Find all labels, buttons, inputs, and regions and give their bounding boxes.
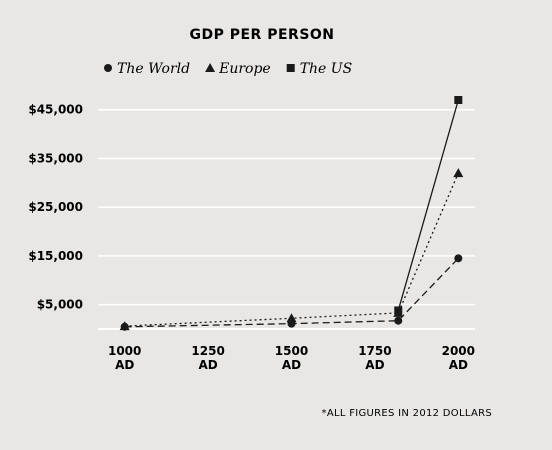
x-tick-label-0: 1000 bbox=[108, 344, 141, 358]
x-tick-label-2: 1500 bbox=[275, 344, 308, 358]
x-tick-label-1-era: AD bbox=[198, 358, 217, 372]
x-tick-label-4: 2000 bbox=[442, 344, 475, 358]
y-tick-label-1: $15,000 bbox=[28, 249, 83, 263]
legend-marker-2 bbox=[286, 64, 295, 72]
series-2-point-0 bbox=[394, 306, 403, 315]
legend-marker-1 bbox=[205, 63, 216, 72]
y-axis: $5,000 $15,000 $25,000 $35,000 $45,000 bbox=[28, 103, 83, 312]
legend: The World Europe The US bbox=[104, 61, 352, 77]
legend-label-1: Europe bbox=[218, 61, 271, 77]
footnote: *ALL FIGURES IN 2012 DOLLARS bbox=[322, 408, 492, 419]
legend-label-0: The World bbox=[117, 61, 190, 77]
chart-title: GDP PER PERSON bbox=[189, 27, 334, 43]
y-tick-label-0: $5,000 bbox=[37, 298, 83, 312]
series-0-point-3 bbox=[454, 254, 463, 263]
legend-marker-0 bbox=[104, 64, 112, 72]
x-tick-label-3: 1750 bbox=[358, 344, 391, 358]
y-tick-label-2: $25,000 bbox=[28, 200, 83, 214]
series-line-1 bbox=[124, 172, 459, 327]
series-line-2 bbox=[397, 99, 459, 311]
x-tick-label-0-era: AD bbox=[115, 358, 134, 372]
series-1-point-0 bbox=[119, 321, 130, 331]
x-tick-label-2-era: AD bbox=[282, 358, 301, 372]
y-tick-label-4: $45,000 bbox=[28, 103, 83, 117]
series-group bbox=[119, 96, 464, 331]
series-1-point-1 bbox=[286, 313, 297, 323]
series-1-point-3 bbox=[453, 168, 464, 178]
x-tick-label-3-era: AD bbox=[365, 358, 384, 372]
grid bbox=[98, 108, 475, 330]
x-tick-label-1: 1250 bbox=[191, 344, 224, 358]
series-line-0 bbox=[124, 257, 459, 328]
legend-label-2: The US bbox=[300, 61, 352, 77]
x-tick-label-4-era: AD bbox=[449, 358, 468, 372]
series-0-point-2 bbox=[394, 316, 403, 325]
series-2-point-1 bbox=[454, 96, 463, 104]
y-tick-label-3: $35,000 bbox=[28, 151, 83, 165]
